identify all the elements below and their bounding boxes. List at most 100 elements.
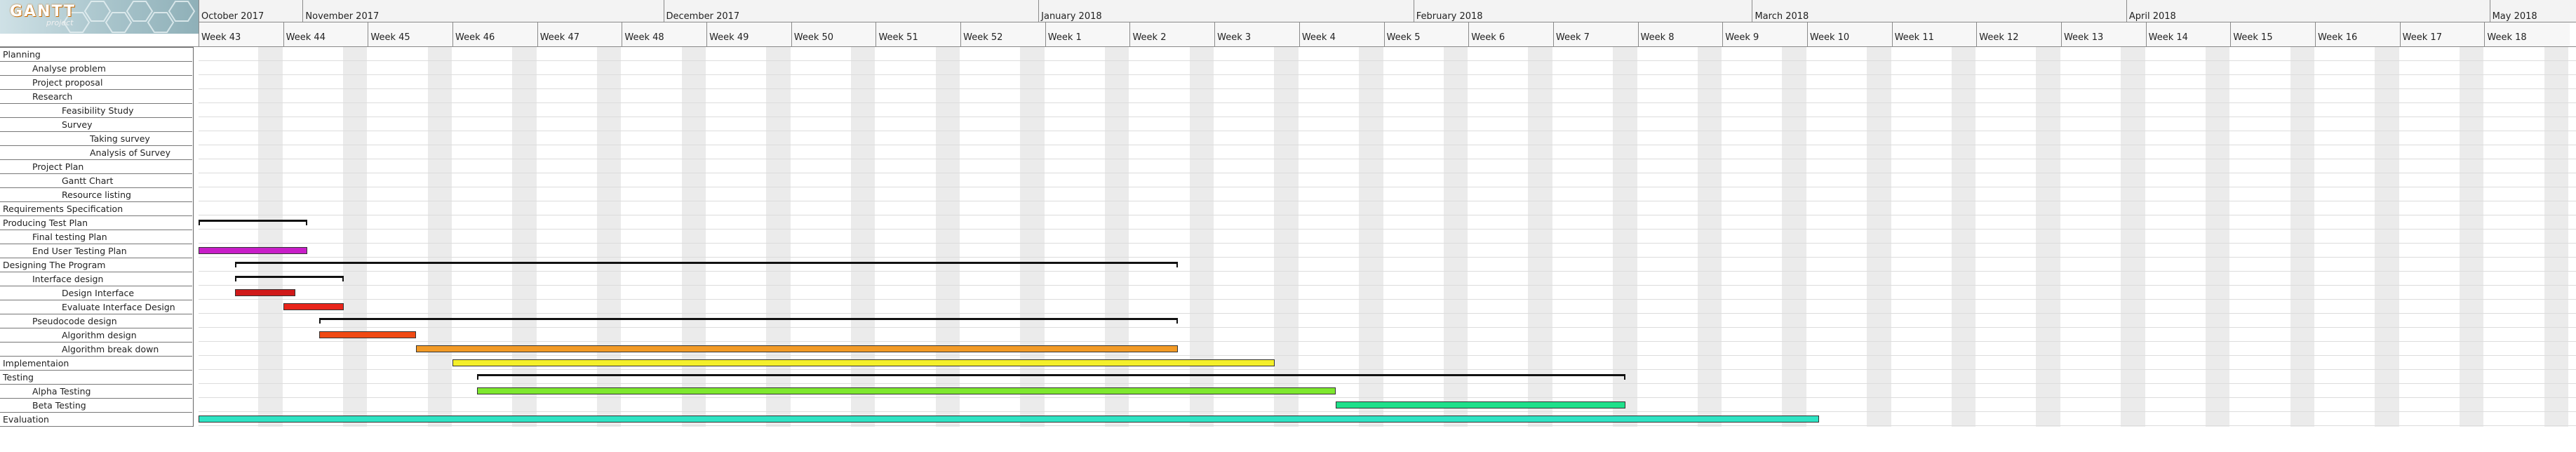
task-row[interactable]: Evaluation — [0, 413, 192, 427]
task-name: Research — [32, 91, 73, 102]
weekend-stripe — [1443, 47, 1468, 427]
task-name: Taking survey — [90, 133, 150, 144]
row-gridline — [199, 74, 2576, 75]
week-header: Week 10 — [1806, 22, 1893, 47]
week-header: Week 14 — [2145, 22, 2232, 47]
task-row[interactable]: Project proposal — [0, 76, 192, 90]
task-name: Analysis of Survey — [90, 147, 170, 158]
weekend-stripe — [1867, 47, 1891, 427]
weekend-stripe — [1613, 47, 1637, 427]
gantt-chart-area — [199, 47, 2576, 427]
task-row[interactable]: End User Testing Plan — [0, 244, 192, 258]
task-bar[interactable] — [416, 345, 1179, 352]
task-row[interactable]: Pseudocode design — [0, 314, 192, 328]
task-row[interactable]: Producing Test Plan — [0, 216, 192, 230]
task-row[interactable]: Feasibility Study — [0, 104, 192, 118]
row-gridline — [199, 229, 2576, 230]
task-name: Gantt Chart — [62, 175, 114, 186]
task-row[interactable]: Survey — [0, 118, 192, 132]
summary-bar[interactable] — [199, 220, 308, 225]
weekend-stripe — [427, 47, 452, 427]
month-header: October 2017 — [199, 0, 303, 22]
task-name: Evaluate Interface Design — [62, 302, 175, 312]
task-bar[interactable] — [283, 303, 344, 310]
task-name: Requirements Specification — [3, 204, 123, 214]
task-bar[interactable] — [199, 416, 1820, 423]
task-name: Implementaion — [3, 358, 69, 368]
task-row[interactable]: Analysis of Survey — [0, 146, 192, 160]
week-header: Week 18 — [2484, 22, 2570, 47]
task-row[interactable]: Evaluate Interface Design — [0, 300, 192, 314]
weekend-stripe — [1274, 47, 1299, 427]
task-name: Resource listing — [62, 190, 131, 200]
task-row[interactable]: Research — [0, 90, 192, 104]
task-bar[interactable] — [452, 359, 1275, 366]
weekend-stripe — [2544, 47, 2569, 427]
row-gridline — [199, 102, 2576, 103]
weekend-stripe — [2290, 47, 2314, 427]
task-row[interactable]: Planning — [0, 48, 192, 62]
week-header: Week 13 — [2060, 22, 2147, 47]
task-row[interactable]: Algorithm design — [0, 328, 192, 343]
month-header: November 2017 — [302, 0, 664, 22]
task-name: Project proposal — [32, 77, 103, 88]
summary-bar[interactable] — [476, 374, 1626, 380]
task-row[interactable]: Alpha Testing — [0, 385, 192, 399]
task-bar[interactable] — [476, 387, 1336, 394]
task-row[interactable]: Designing The Program — [0, 258, 192, 272]
row-gridline — [199, 257, 2576, 258]
gantt-project-logo: GANTT project — [0, 0, 199, 34]
row-gridline — [199, 313, 2576, 314]
weekend-stripe — [2459, 47, 2484, 427]
task-row[interactable]: Gantt Chart — [0, 174, 192, 188]
task-name: Algorithm break down — [62, 344, 159, 354]
task-name: Pseudocode design — [32, 316, 117, 326]
task-name: Alpha Testing — [32, 386, 91, 397]
week-header: Week 7 — [1552, 22, 1639, 47]
task-bar[interactable] — [1335, 401, 1626, 408]
week-header: Week 49 — [706, 22, 792, 47]
week-header: Week 45 — [368, 22, 454, 47]
task-bar[interactable] — [319, 331, 417, 338]
task-name: Testing — [3, 372, 34, 383]
week-header: Week 8 — [1637, 22, 1724, 47]
task-row[interactable]: Implementaion — [0, 357, 192, 371]
task-name: Beta Testing — [32, 400, 86, 411]
task-row[interactable]: Analyse problem — [0, 62, 192, 76]
weekend-stripe — [258, 47, 283, 427]
row-gridline — [199, 299, 2576, 300]
task-row[interactable]: Project Plan — [0, 160, 192, 174]
week-header-row: Week 43 Week 44 Week 45 Week 46 Week 47 Week … — [199, 22, 2576, 47]
task-bar[interactable] — [199, 247, 308, 254]
task-name: Algorithm design — [62, 330, 137, 340]
week-header: Week 50 — [791, 22, 877, 47]
weekend-stripe — [2375, 47, 2399, 427]
task-row[interactable]: Design Interface — [0, 286, 192, 300]
row-gridline — [199, 341, 2576, 342]
task-row[interactable]: Requirements Specification — [0, 202, 192, 216]
task-row[interactable]: Final testing Plan — [0, 230, 192, 244]
task-row[interactable]: Resource listing — [0, 188, 192, 202]
week-header: Week 48 — [622, 22, 708, 47]
logo-text: GANTT — [10, 3, 76, 20]
weekend-stripe — [1697, 47, 1722, 427]
summary-bar[interactable] — [234, 262, 1179, 267]
task-row[interactable]: Testing — [0, 371, 192, 385]
week-header: Week 16 — [2315, 22, 2401, 47]
task-row[interactable]: Beta Testing — [0, 399, 192, 413]
weekend-stripe — [2036, 47, 2060, 427]
week-header: Week 5 — [1383, 22, 1470, 47]
month-header: April 2018 — [2126, 0, 2490, 22]
summary-bar[interactable] — [234, 276, 344, 281]
task-row[interactable]: Taking survey — [0, 132, 192, 146]
task-row[interactable]: Algorithm break down — [0, 343, 192, 357]
summary-bar[interactable] — [319, 318, 1179, 324]
task-name: Interface design — [32, 274, 104, 284]
task-row[interactable]: Interface design — [0, 272, 192, 286]
task-bar[interactable] — [234, 289, 295, 296]
week-header: Week 17 — [2399, 22, 2486, 47]
row-gridline — [199, 397, 2576, 398]
task-name: Planning — [3, 49, 41, 60]
week-header: Week 15 — [2230, 22, 2316, 47]
week-header: Week 3 — [1214, 22, 1300, 47]
